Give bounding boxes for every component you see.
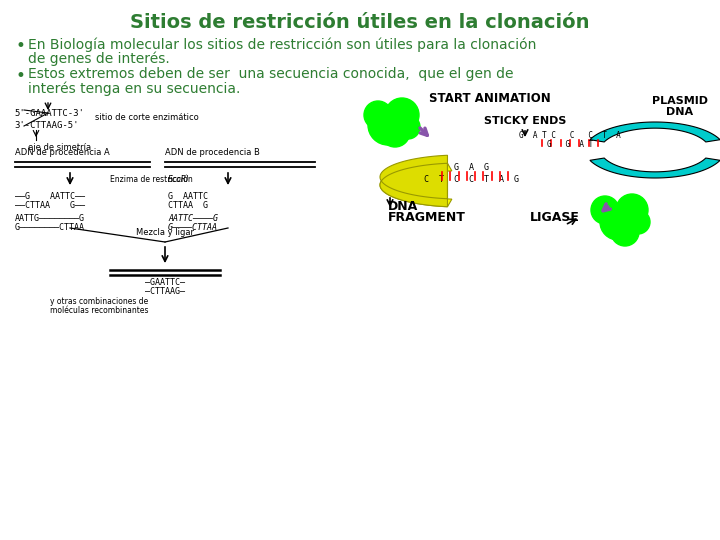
Text: G————CTTAA: G————CTTAA (168, 223, 218, 232)
Text: DNA: DNA (667, 107, 693, 117)
Text: ADN de procedencia A: ADN de procedencia A (15, 148, 109, 157)
Circle shape (626, 210, 650, 234)
Polygon shape (590, 158, 720, 178)
Text: Enzima de restricción: Enzima de restricción (110, 176, 195, 185)
Circle shape (611, 218, 639, 246)
Text: 5'-GAAATTC-3': 5'-GAAATTC-3' (14, 110, 84, 118)
Text: interés tenga en su secuencia.: interés tenga en su secuencia. (28, 82, 240, 97)
Text: G  A  G: G A G (454, 163, 490, 172)
Polygon shape (380, 156, 448, 207)
Text: ——CTTAA    G——: ——CTTAA G—— (15, 201, 85, 210)
Text: y otras combinaciones de: y otras combinaciones de (50, 297, 148, 306)
Text: eje de simetría: eje de simetría (28, 143, 91, 152)
Text: •: • (15, 67, 25, 85)
Text: Estos extremos deben de ser  una secuencia conocida,  que el gen de: Estos extremos deben de ser una secuenci… (28, 67, 513, 81)
Polygon shape (590, 122, 720, 142)
Text: —CTTAAG—: —CTTAAG— (145, 287, 185, 296)
Circle shape (368, 105, 408, 145)
Text: PLASMID: PLASMID (652, 96, 708, 106)
Text: •: • (15, 37, 25, 55)
Text: 3'-CTTAAG-5': 3'-CTTAAG-5' (14, 120, 78, 130)
Circle shape (364, 101, 392, 129)
Text: —GAATTC—: —GAATTC— (145, 278, 185, 287)
Text: G   G  A T: G G A T (547, 140, 593, 149)
Text: STICKY ENDS: STICKY ENDS (484, 116, 566, 126)
Circle shape (591, 196, 619, 224)
Text: CTTAA  G: CTTAA G (168, 201, 208, 210)
Text: START ANIMATION: START ANIMATION (429, 92, 551, 105)
Text: Sitios de restricción útiles en la clonación: Sitios de restricción útiles en la clona… (130, 13, 590, 32)
Text: EcoRI: EcoRI (168, 176, 189, 185)
Text: En Biología molecular los sitios de restricción son útiles para la clonación: En Biología molecular los sitios de rest… (28, 37, 536, 51)
Circle shape (396, 115, 420, 139)
Text: G  A T C   C   C  T  A: G A T C C C T A (519, 131, 621, 140)
Text: Mezcla y ligar: Mezcla y ligar (136, 228, 194, 237)
Circle shape (385, 98, 419, 132)
Circle shape (600, 204, 636, 240)
Circle shape (616, 194, 648, 226)
Circle shape (380, 117, 410, 147)
Text: ADN de procedencia B: ADN de procedencia B (165, 148, 260, 157)
Text: FRAGMENT: FRAGMENT (388, 211, 466, 224)
Text: C  T  C  C  T  A  G: C T C C T A G (425, 175, 520, 184)
Text: LIGASE: LIGASE (530, 211, 580, 224)
Text: G  AATTC: G AATTC (168, 192, 208, 201)
Text: moléculas recombinantes: moléculas recombinantes (50, 306, 148, 315)
Text: de genes de interés.: de genes de interés. (28, 52, 170, 66)
Text: AATTG————————G: AATTG————————G (15, 214, 85, 223)
Text: ——G    AATTC——: ——G AATTC—— (15, 192, 85, 201)
Text: G————————CTTAA: G————————CTTAA (15, 223, 85, 232)
Text: sitio de corte enzimático: sitio de corte enzimático (95, 113, 199, 123)
Text: AATTC————G: AATTC————G (168, 214, 218, 223)
Text: DNA: DNA (388, 200, 418, 213)
Polygon shape (380, 163, 452, 207)
